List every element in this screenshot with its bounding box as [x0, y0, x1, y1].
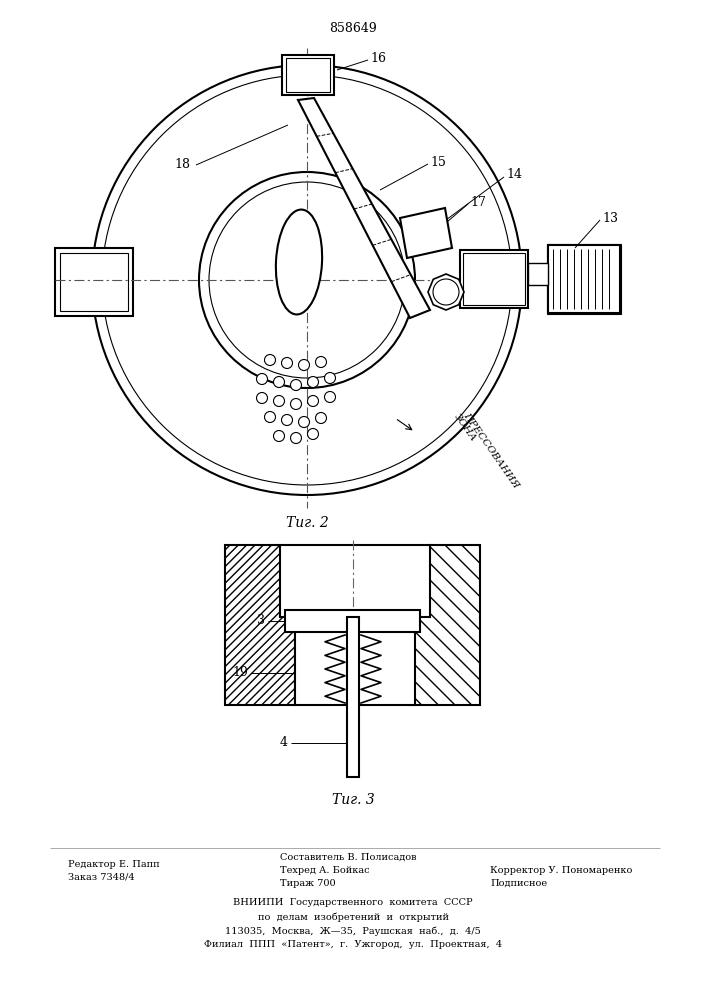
Text: Корректор У. Пономаренко: Корректор У. Пономаренко [490, 866, 632, 875]
Circle shape [281, 414, 293, 426]
Text: Τиг. 2: Τиг. 2 [286, 516, 328, 530]
Bar [282, 55, 334, 95]
Bar [286, 58, 330, 92]
Text: Заказ 7348/4: Заказ 7348/4 [68, 873, 134, 882]
Circle shape [315, 357, 327, 367]
Bar [55, 248, 133, 316]
Circle shape [209, 182, 405, 378]
Bar [295, 617, 415, 705]
Circle shape [264, 355, 276, 365]
Text: Тираж 700: Тираж 700 [280, 879, 336, 888]
Bar [528, 263, 548, 285]
Text: 15: 15 [430, 155, 446, 168]
Circle shape [274, 395, 284, 406]
Circle shape [291, 432, 301, 444]
Ellipse shape [276, 210, 322, 314]
Text: 113035,  Москва,  Ж—35,  Раушская  наб.,  д.  4/5: 113035, Москва, Ж—35, Раушская наб., д. … [225, 926, 481, 936]
Text: Редактор Е. Папп: Редактор Е. Папп [68, 860, 160, 869]
Bar [548, 245, 620, 313]
Polygon shape [225, 545, 295, 705]
Text: 16: 16 [370, 51, 386, 64]
Text: ПРЕССОВАНИЯ: ПРЕССОВАНИЯ [462, 411, 521, 489]
Circle shape [281, 358, 293, 368]
Bar [347, 617, 359, 777]
Text: 14: 14 [506, 168, 522, 182]
Circle shape [274, 376, 284, 387]
Bar [285, 610, 420, 632]
Circle shape [257, 373, 267, 384]
Text: Подписное: Подписное [490, 879, 547, 888]
Bar [463, 253, 525, 305]
Text: 17: 17 [470, 196, 486, 209]
Circle shape [315, 412, 327, 424]
Polygon shape [298, 98, 430, 318]
Circle shape [298, 360, 310, 370]
Bar [60, 253, 128, 311]
Text: ЗОНА: ЗОНА [452, 412, 478, 444]
Bar [460, 250, 528, 308]
Circle shape [325, 391, 336, 402]
Circle shape [102, 75, 512, 485]
Circle shape [199, 172, 415, 388]
Circle shape [298, 416, 310, 428]
Text: 13: 13 [602, 212, 618, 225]
Circle shape [291, 379, 301, 390]
Text: ВНИИПИ  Государственного  комитета  СССР: ВНИИПИ Государственного комитета СССР [233, 898, 473, 907]
Circle shape [433, 279, 459, 305]
Text: Филиал  ППП  «Патент»,  г.  Ужгород,  ул.  Проектная,  4: Филиал ППП «Патент», г. Ужгород, ул. Про… [204, 940, 502, 949]
Text: Техред А. Бойкас: Техред А. Бойкас [280, 866, 370, 875]
Polygon shape [428, 274, 464, 310]
Bar [280, 545, 430, 617]
Text: по  делам  изобретений  и  открытий: по делам изобретений и открытий [257, 912, 448, 922]
Circle shape [308, 395, 318, 406]
Circle shape [274, 430, 284, 442]
Polygon shape [410, 545, 480, 705]
Text: 4: 4 [280, 736, 288, 750]
Circle shape [264, 412, 276, 422]
Circle shape [325, 372, 336, 383]
Text: Τиг. 3: Τиг. 3 [332, 793, 375, 807]
Text: 19: 19 [232, 666, 248, 680]
Circle shape [308, 376, 318, 387]
Circle shape [92, 65, 522, 495]
Text: Составитель В. Полисадов: Составитель В. Полисадов [280, 853, 416, 862]
Circle shape [291, 398, 301, 410]
Circle shape [308, 428, 318, 440]
Bar [547, 244, 621, 314]
Text: 858649: 858649 [329, 22, 377, 35]
Polygon shape [400, 208, 452, 258]
Circle shape [257, 392, 267, 403]
Text: 18: 18 [174, 158, 190, 172]
Text: 3: 3 [257, 614, 265, 628]
